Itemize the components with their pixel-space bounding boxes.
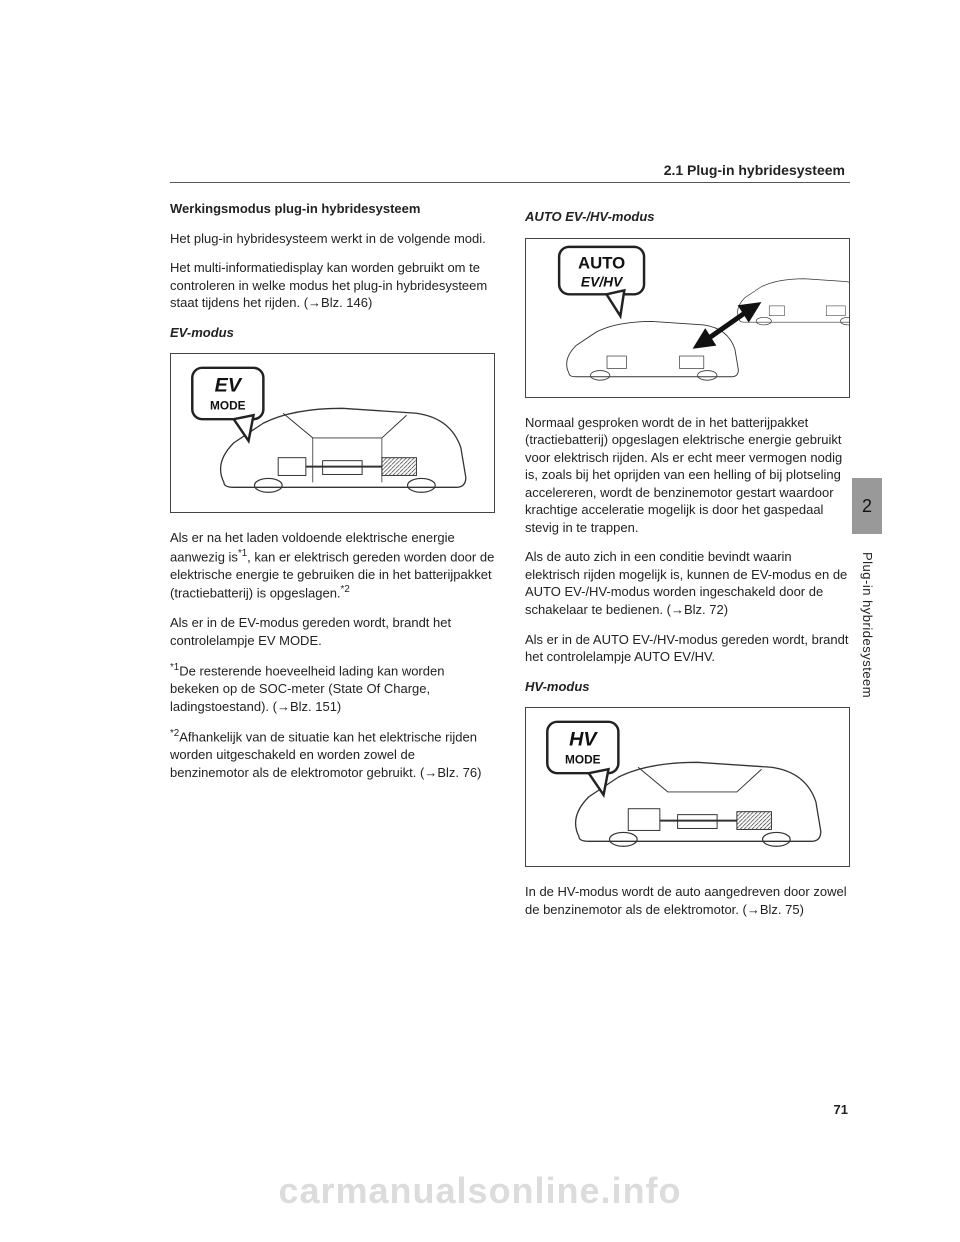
- manual-page: 2.1 Plug-in hybridesysteem 2 Plug-in hyb…: [0, 0, 960, 1242]
- right-para-1: Normaal gesproken wordt de in het batter…: [525, 414, 850, 537]
- left-footnote-2: *2Afhankelijk van de situatie kan het el…: [170, 727, 495, 781]
- figure-ev-mode: EV MODE: [170, 353, 495, 513]
- header-rule: [170, 182, 850, 183]
- right-heading-hv: HV-modus: [525, 678, 850, 696]
- page-number: 71: [834, 1102, 848, 1117]
- left-footnote-1: *1De resterende hoeveelheid lading kan w…: [170, 661, 495, 715]
- svg-text:EV/HV: EV/HV: [581, 273, 624, 289]
- right-para-2: Als de auto zich in een conditie bevindt…: [525, 548, 850, 618]
- left-para-1: Het plug-in hybridesysteem werkt in de v…: [170, 230, 495, 248]
- svg-text:EV: EV: [215, 375, 243, 397]
- left-heading-ev: EV-modus: [170, 324, 495, 342]
- left-column: Werkingsmodus plug-in hybridesysteem Het…: [170, 200, 495, 930]
- svg-text:MODE: MODE: [210, 399, 246, 413]
- section-header: 2.1 Plug-in hybridesysteem: [664, 162, 845, 178]
- svg-text:AUTO: AUTO: [578, 253, 625, 272]
- right-heading-auto: AUTO EV-/HV-modus: [525, 208, 850, 226]
- figure-auto-mode: AUTO EV/HV: [525, 238, 850, 398]
- watermark: carmanualsonline.info: [0, 1170, 960, 1212]
- figure-hv-mode: HV MODE: [525, 707, 850, 867]
- chapter-tab: 2: [852, 478, 882, 534]
- chapter-side-label: Plug-in hybridesysteem: [860, 552, 875, 698]
- content-columns: Werkingsmodus plug-in hybridesysteem Het…: [170, 200, 850, 930]
- right-para-3: Als er in de AUTO EV-/HV-modus gereden w…: [525, 631, 850, 666]
- ev-mode-illustration: EV MODE: [171, 354, 494, 512]
- left-para-2: Het multi-informatiedisplay kan worden g…: [170, 259, 495, 312]
- auto-mode-illustration: AUTO EV/HV: [526, 239, 849, 397]
- svg-text:HV: HV: [569, 729, 598, 751]
- left-para-4: Als er in de EV-modus gereden wordt, bra…: [170, 614, 495, 649]
- left-heading-1: Werkingsmodus plug-in hybridesysteem: [170, 200, 495, 218]
- right-column: AUTO EV-/HV-modus: [525, 200, 850, 930]
- svg-text:MODE: MODE: [565, 753, 601, 767]
- hv-mode-illustration: HV MODE: [526, 708, 849, 866]
- left-para-3: Als er na het laden voldoende elektrisch…: [170, 529, 495, 602]
- right-para-4: In de HV-modus wordt de auto aangedreven…: [525, 883, 850, 918]
